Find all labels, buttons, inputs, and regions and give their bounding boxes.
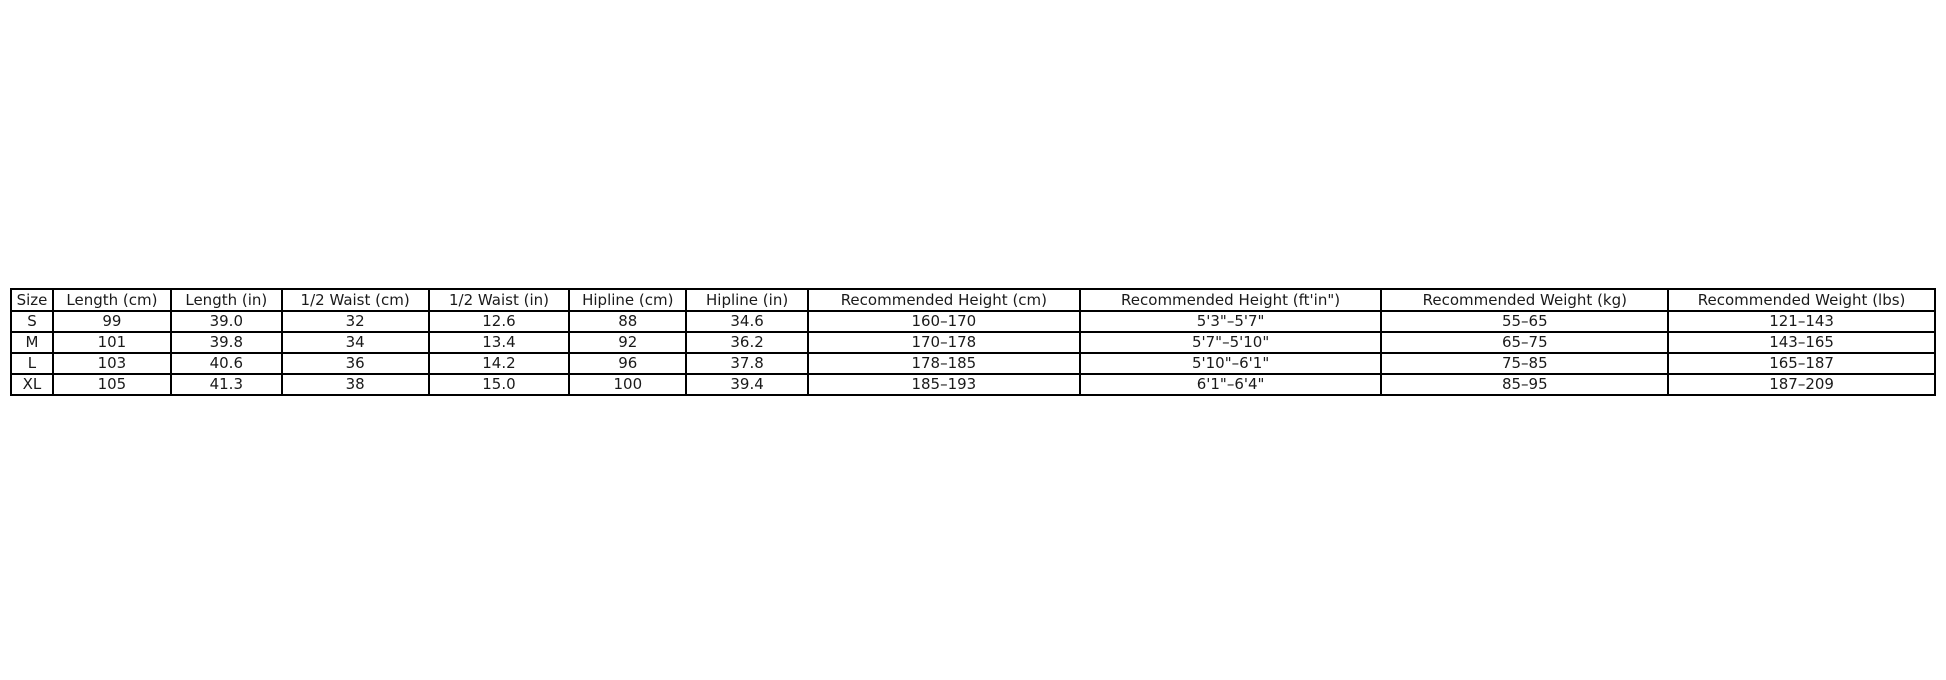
cell-rec-weight-kg: 55–65 [1380,310,1670,333]
cell-rec-weight-lbs: 143–165 [1667,331,1936,354]
size-chart-table: Size Length (cm) Length (in) 1/2 Waist (… [10,288,1936,396]
cell-rec-height-ftin: 5'3"–5'7" [1078,310,1383,333]
cell-rec-height-ftin: 6'1"–6'4" [1078,373,1383,396]
cell-hipline-in: 39.4 [685,373,809,396]
col-header-size: Size [10,288,54,312]
cell-length-in: 40.6 [169,352,283,375]
cell-length-cm: 99 [51,310,172,333]
cell-rec-weight-kg: 65–75 [1380,331,1670,354]
col-header-rec-weight-lbs: Recommended Weight (lbs) [1667,288,1936,312]
cell-half-waist-in: 12.6 [427,310,571,333]
cell-half-waist-cm: 34 [280,331,430,354]
cell-half-waist-cm: 32 [280,310,430,333]
cell-size: S [10,310,54,333]
cell-size: L [10,352,54,375]
col-header-half-waist-in: 1/2 Waist (in) [427,288,571,312]
cell-rec-weight-kg: 75–85 [1380,352,1670,375]
cell-half-waist-in: 14.2 [427,352,571,375]
cell-rec-weight-kg: 85–95 [1380,373,1670,396]
col-header-hipline-cm: Hipline (cm) [568,288,688,312]
cell-hipline-cm: 100 [568,373,688,396]
cell-length-in: 39.8 [169,331,283,354]
cell-size: XL [10,373,54,396]
col-header-length-cm: Length (cm) [51,288,172,312]
cell-rec-height-ftin: 5'10"–6'1" [1078,352,1383,375]
cell-length-cm: 103 [51,352,172,375]
table-row-s: S 99 39.0 32 12.6 88 34.6 160–170 5'3"–5… [10,310,1936,333]
col-header-rec-weight-kg: Recommended Weight (kg) [1380,288,1670,312]
cell-rec-weight-lbs: 165–187 [1667,352,1936,375]
cell-hipline-cm: 96 [568,352,688,375]
col-header-rec-height-ftin: Recommended Height (ft'in") [1078,288,1383,312]
cell-rec-height-ftin: 5'7"–5'10" [1078,331,1383,354]
cell-rec-height-cm: 160–170 [807,310,1081,333]
col-header-half-waist-cm: 1/2 Waist (cm) [280,288,430,312]
cell-rec-height-cm: 178–185 [807,352,1081,375]
cell-hipline-cm: 88 [568,310,688,333]
cell-half-waist-in: 13.4 [427,331,571,354]
cell-hipline-in: 34.6 [685,310,809,333]
cell-size: M [10,331,54,354]
cell-hipline-in: 36.2 [685,331,809,354]
cell-rec-weight-lbs: 187–209 [1667,373,1936,396]
table-row-l: L 103 40.6 36 14.2 96 37.8 178–185 5'10"… [10,352,1936,375]
col-header-rec-height-cm: Recommended Height (cm) [807,288,1081,312]
col-header-length-in: Length (in) [169,288,283,312]
cell-rec-height-cm: 170–178 [807,331,1081,354]
cell-length-cm: 105 [51,373,172,396]
cell-hipline-in: 37.8 [685,352,809,375]
cell-hipline-cm: 92 [568,331,688,354]
cell-length-in: 39.0 [169,310,283,333]
cell-rec-height-cm: 185–193 [807,373,1081,396]
col-header-hipline-in: Hipline (in) [685,288,809,312]
cell-rec-weight-lbs: 121–143 [1667,310,1936,333]
cell-half-waist-cm: 38 [280,373,430,396]
cell-half-waist-cm: 36 [280,352,430,375]
cell-length-in: 41.3 [169,373,283,396]
header-row: Size Length (cm) Length (in) 1/2 Waist (… [10,288,1936,312]
table-row-xl: XL 105 41.3 38 15.0 100 39.4 185–193 6'1… [10,373,1936,396]
table-row-m: M 101 39.8 34 13.4 92 36.2 170–178 5'7"–… [10,331,1936,354]
cell-half-waist-in: 15.0 [427,373,571,396]
cell-length-cm: 101 [51,331,172,354]
